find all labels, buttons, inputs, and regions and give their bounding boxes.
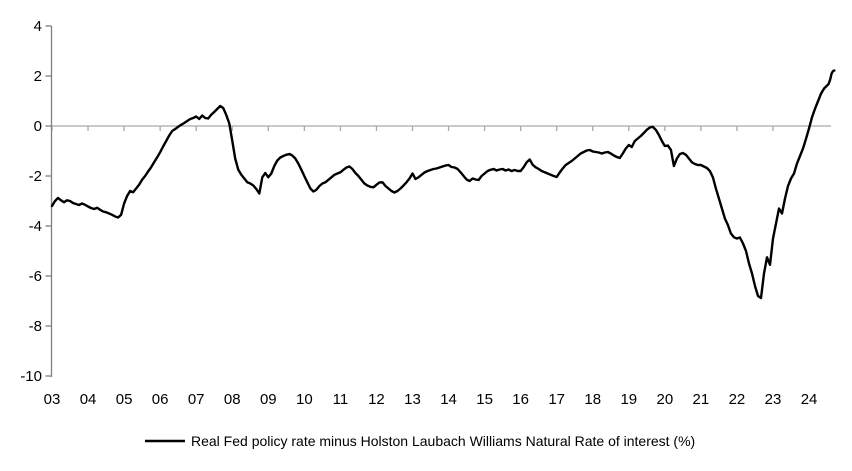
x-tick-label: 24 <box>801 391 818 408</box>
x-tick-label: 07 <box>188 391 205 408</box>
x-tick-label: 08 <box>224 391 241 408</box>
x-tick-label: 06 <box>152 391 169 408</box>
x-tick-label: 10 <box>296 391 313 408</box>
x-tick-label: 20 <box>657 391 674 408</box>
x-tick-label: 14 <box>440 391 457 408</box>
x-tick-label: 19 <box>620 391 637 408</box>
series-group <box>50 69 836 300</box>
y-tick-label: -8 <box>29 318 42 335</box>
legend-label: Real Fed policy rate minus Holston Lauba… <box>191 433 695 449</box>
x-tick-label: 03 <box>44 391 61 408</box>
y-tick-label: -10 <box>20 368 42 385</box>
x-tick-label: 22 <box>729 391 746 408</box>
x-tick-label: 21 <box>693 391 710 408</box>
x-tick-label: 12 <box>368 391 385 408</box>
x-tick-label: 09 <box>260 391 277 408</box>
y-tick-label: 2 <box>34 68 42 85</box>
x-tick-label: 17 <box>548 391 565 408</box>
y-tick-label: 4 <box>34 18 42 35</box>
x-tick-label: 11 <box>333 391 349 408</box>
x-tick-label: 23 <box>765 391 782 408</box>
legend: Real Fed policy rate minus Holston Lauba… <box>145 433 695 449</box>
x-tick-label: 16 <box>512 391 529 408</box>
x-tick-label: 05 <box>116 391 133 408</box>
axes-group: 03 04 05 06 07 08 09 10 11 12 13 14 15 16 17 18 19 20 21 22… <box>20 18 831 408</box>
x-tick-label: 18 <box>584 391 601 408</box>
y-tick-label: 0 <box>34 118 42 135</box>
x-tick-label: 15 <box>476 391 493 408</box>
x-tick-label: 04 <box>80 391 97 408</box>
data-series-line <box>50 69 836 300</box>
y-tick-label: -4 <box>29 218 42 235</box>
y-tick-label: -2 <box>29 168 42 185</box>
y-tick-label: -6 <box>29 268 42 285</box>
x-tick-label: 13 <box>404 391 421 408</box>
